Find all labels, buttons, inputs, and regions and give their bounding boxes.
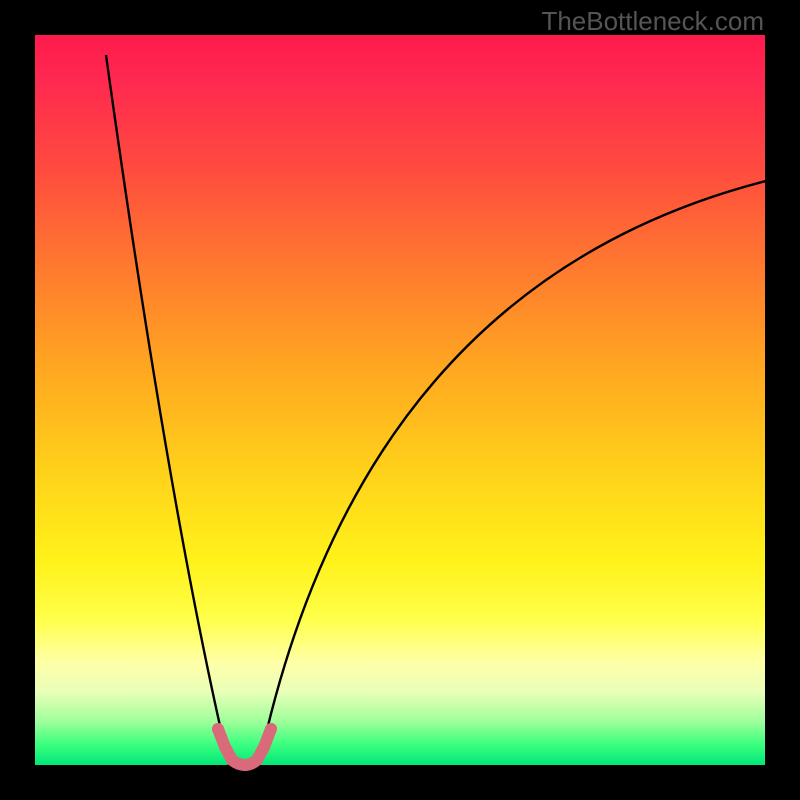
marker-dot [258, 741, 270, 753]
bottleneck-curve-right [259, 173, 800, 765]
marker-dot [219, 741, 231, 753]
marker-dot [239, 759, 251, 771]
marker-dot [251, 754, 263, 766]
marker-dot [265, 723, 277, 735]
watermark-text: TheBottleneck.com [541, 6, 764, 37]
chart-canvas: TheBottleneck.com [0, 0, 800, 800]
marker-dot [226, 754, 238, 766]
marker-dot [212, 723, 224, 735]
optimal-zone-marker-dots [212, 723, 277, 771]
curve-layer [0, 0, 800, 800]
bottleneck-curve-left [106, 55, 229, 765]
